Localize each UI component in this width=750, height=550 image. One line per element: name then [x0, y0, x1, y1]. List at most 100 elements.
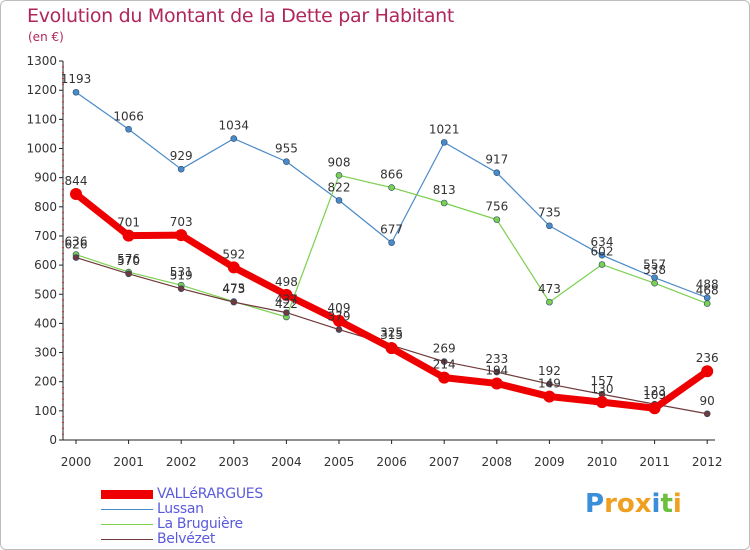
- data-point: [493, 216, 501, 223]
- y-minor-tick: [62, 363, 64, 365]
- y-minor-tick: [62, 433, 64, 435]
- y-minor-tick: [62, 101, 64, 103]
- y-minor-tick: [62, 171, 64, 173]
- data-label: 531: [170, 265, 193, 279]
- y-minor-tick: [62, 317, 64, 319]
- y-tick-label: 1000: [26, 142, 57, 156]
- data-point: [175, 229, 188, 242]
- y-tick-label: 1100: [26, 112, 57, 126]
- data-label: 917: [485, 153, 508, 167]
- data-point: [280, 288, 293, 301]
- data-point: [703, 300, 711, 307]
- data-label: 233: [485, 352, 508, 366]
- logo-letter: o: [616, 489, 635, 519]
- y-tick-label: 1300: [26, 54, 57, 68]
- data-label: 498: [275, 275, 298, 289]
- y-minor-tick: [62, 130, 64, 132]
- y-minor-tick: [62, 95, 64, 97]
- data-label: 437: [275, 293, 298, 307]
- y-minor-tick: [62, 258, 64, 260]
- data-point: [388, 239, 395, 246]
- y-minor-tick: [62, 153, 64, 155]
- data-label: 409: [328, 301, 351, 315]
- data-label: 214: [433, 358, 456, 372]
- y-minor-tick: [62, 404, 64, 406]
- data-label: 955: [275, 142, 298, 156]
- logo-letter: t: [660, 489, 673, 519]
- data-point: [490, 377, 503, 390]
- data-label: 602: [591, 245, 614, 259]
- y-minor-tick: [62, 369, 64, 371]
- data-label: 634: [591, 235, 614, 249]
- data-point: [230, 298, 238, 306]
- data-point: [598, 261, 606, 268]
- data-point: [227, 261, 240, 274]
- data-label: 576: [117, 252, 140, 266]
- legend-swatch: [101, 490, 153, 499]
- x-tick-label: 2010: [587, 455, 618, 469]
- data-point: [72, 254, 80, 261]
- data-point: [72, 88, 80, 96]
- data-point: [333, 314, 345, 327]
- data-label: 157: [591, 374, 614, 388]
- y-minor-tick: [62, 340, 64, 342]
- data-point: [438, 371, 451, 384]
- data-label: 1193: [61, 72, 92, 86]
- y-minor-tick: [62, 252, 64, 254]
- data-label: 735: [538, 206, 561, 220]
- logo-letter: i: [672, 489, 682, 519]
- data-point: [440, 199, 448, 207]
- y-tick-label: 0: [49, 433, 57, 447]
- data-point: [440, 139, 448, 146]
- data-label: 192: [538, 364, 561, 378]
- data-point: [335, 197, 343, 204]
- x-tick-label: 2008: [482, 455, 513, 469]
- y-minor-tick: [62, 182, 64, 184]
- y-minor-tick: [62, 165, 64, 167]
- y-minor-tick: [62, 72, 64, 74]
- data-point: [596, 396, 608, 409]
- y-minor-tick: [62, 270, 64, 272]
- x-tick-label: 2003: [219, 455, 250, 469]
- data-label: 130: [591, 382, 614, 396]
- y-minor-tick: [62, 282, 64, 284]
- data-point: [648, 402, 661, 415]
- x-tick-label: 2009: [534, 455, 565, 469]
- y-tick-label: 900: [34, 171, 57, 185]
- data-point: [283, 158, 290, 165]
- proxiti-logo: Proxiti: [585, 489, 682, 519]
- data-label: 109: [643, 388, 666, 402]
- data-label: 473: [222, 282, 245, 296]
- logo-letter: r: [604, 489, 617, 519]
- data-label: 90: [700, 394, 715, 408]
- data-label: 822: [328, 180, 351, 194]
- data-label: 269: [433, 342, 456, 356]
- legend-label: La Bruguière: [157, 516, 243, 532]
- data-point: [546, 380, 553, 388]
- legend-label: Lussan: [157, 501, 204, 517]
- y-minor-tick: [62, 83, 64, 85]
- y-minor-tick: [62, 212, 64, 214]
- data-label: 1066: [113, 109, 144, 123]
- data-label: 703: [170, 215, 193, 229]
- data-label: 592: [222, 247, 245, 261]
- data-label: 194: [485, 363, 508, 377]
- data-label: 677: [380, 223, 403, 237]
- data-label: 422: [275, 297, 298, 311]
- data-label: 1021: [429, 122, 460, 136]
- y-tick-label: 500: [34, 287, 57, 301]
- y-minor-tick: [62, 124, 64, 126]
- data-point: [493, 368, 501, 376]
- logo-letter: P: [585, 489, 605, 519]
- data-point: [493, 169, 501, 176]
- data-label: 570: [117, 254, 140, 268]
- y-minor-tick: [62, 328, 64, 330]
- data-label: 929: [170, 149, 193, 163]
- y-tick-label: 600: [34, 258, 57, 272]
- data-point: [335, 326, 343, 333]
- data-label: 813: [433, 183, 456, 197]
- y-minor-tick: [62, 136, 64, 138]
- y-minor-tick: [62, 142, 64, 144]
